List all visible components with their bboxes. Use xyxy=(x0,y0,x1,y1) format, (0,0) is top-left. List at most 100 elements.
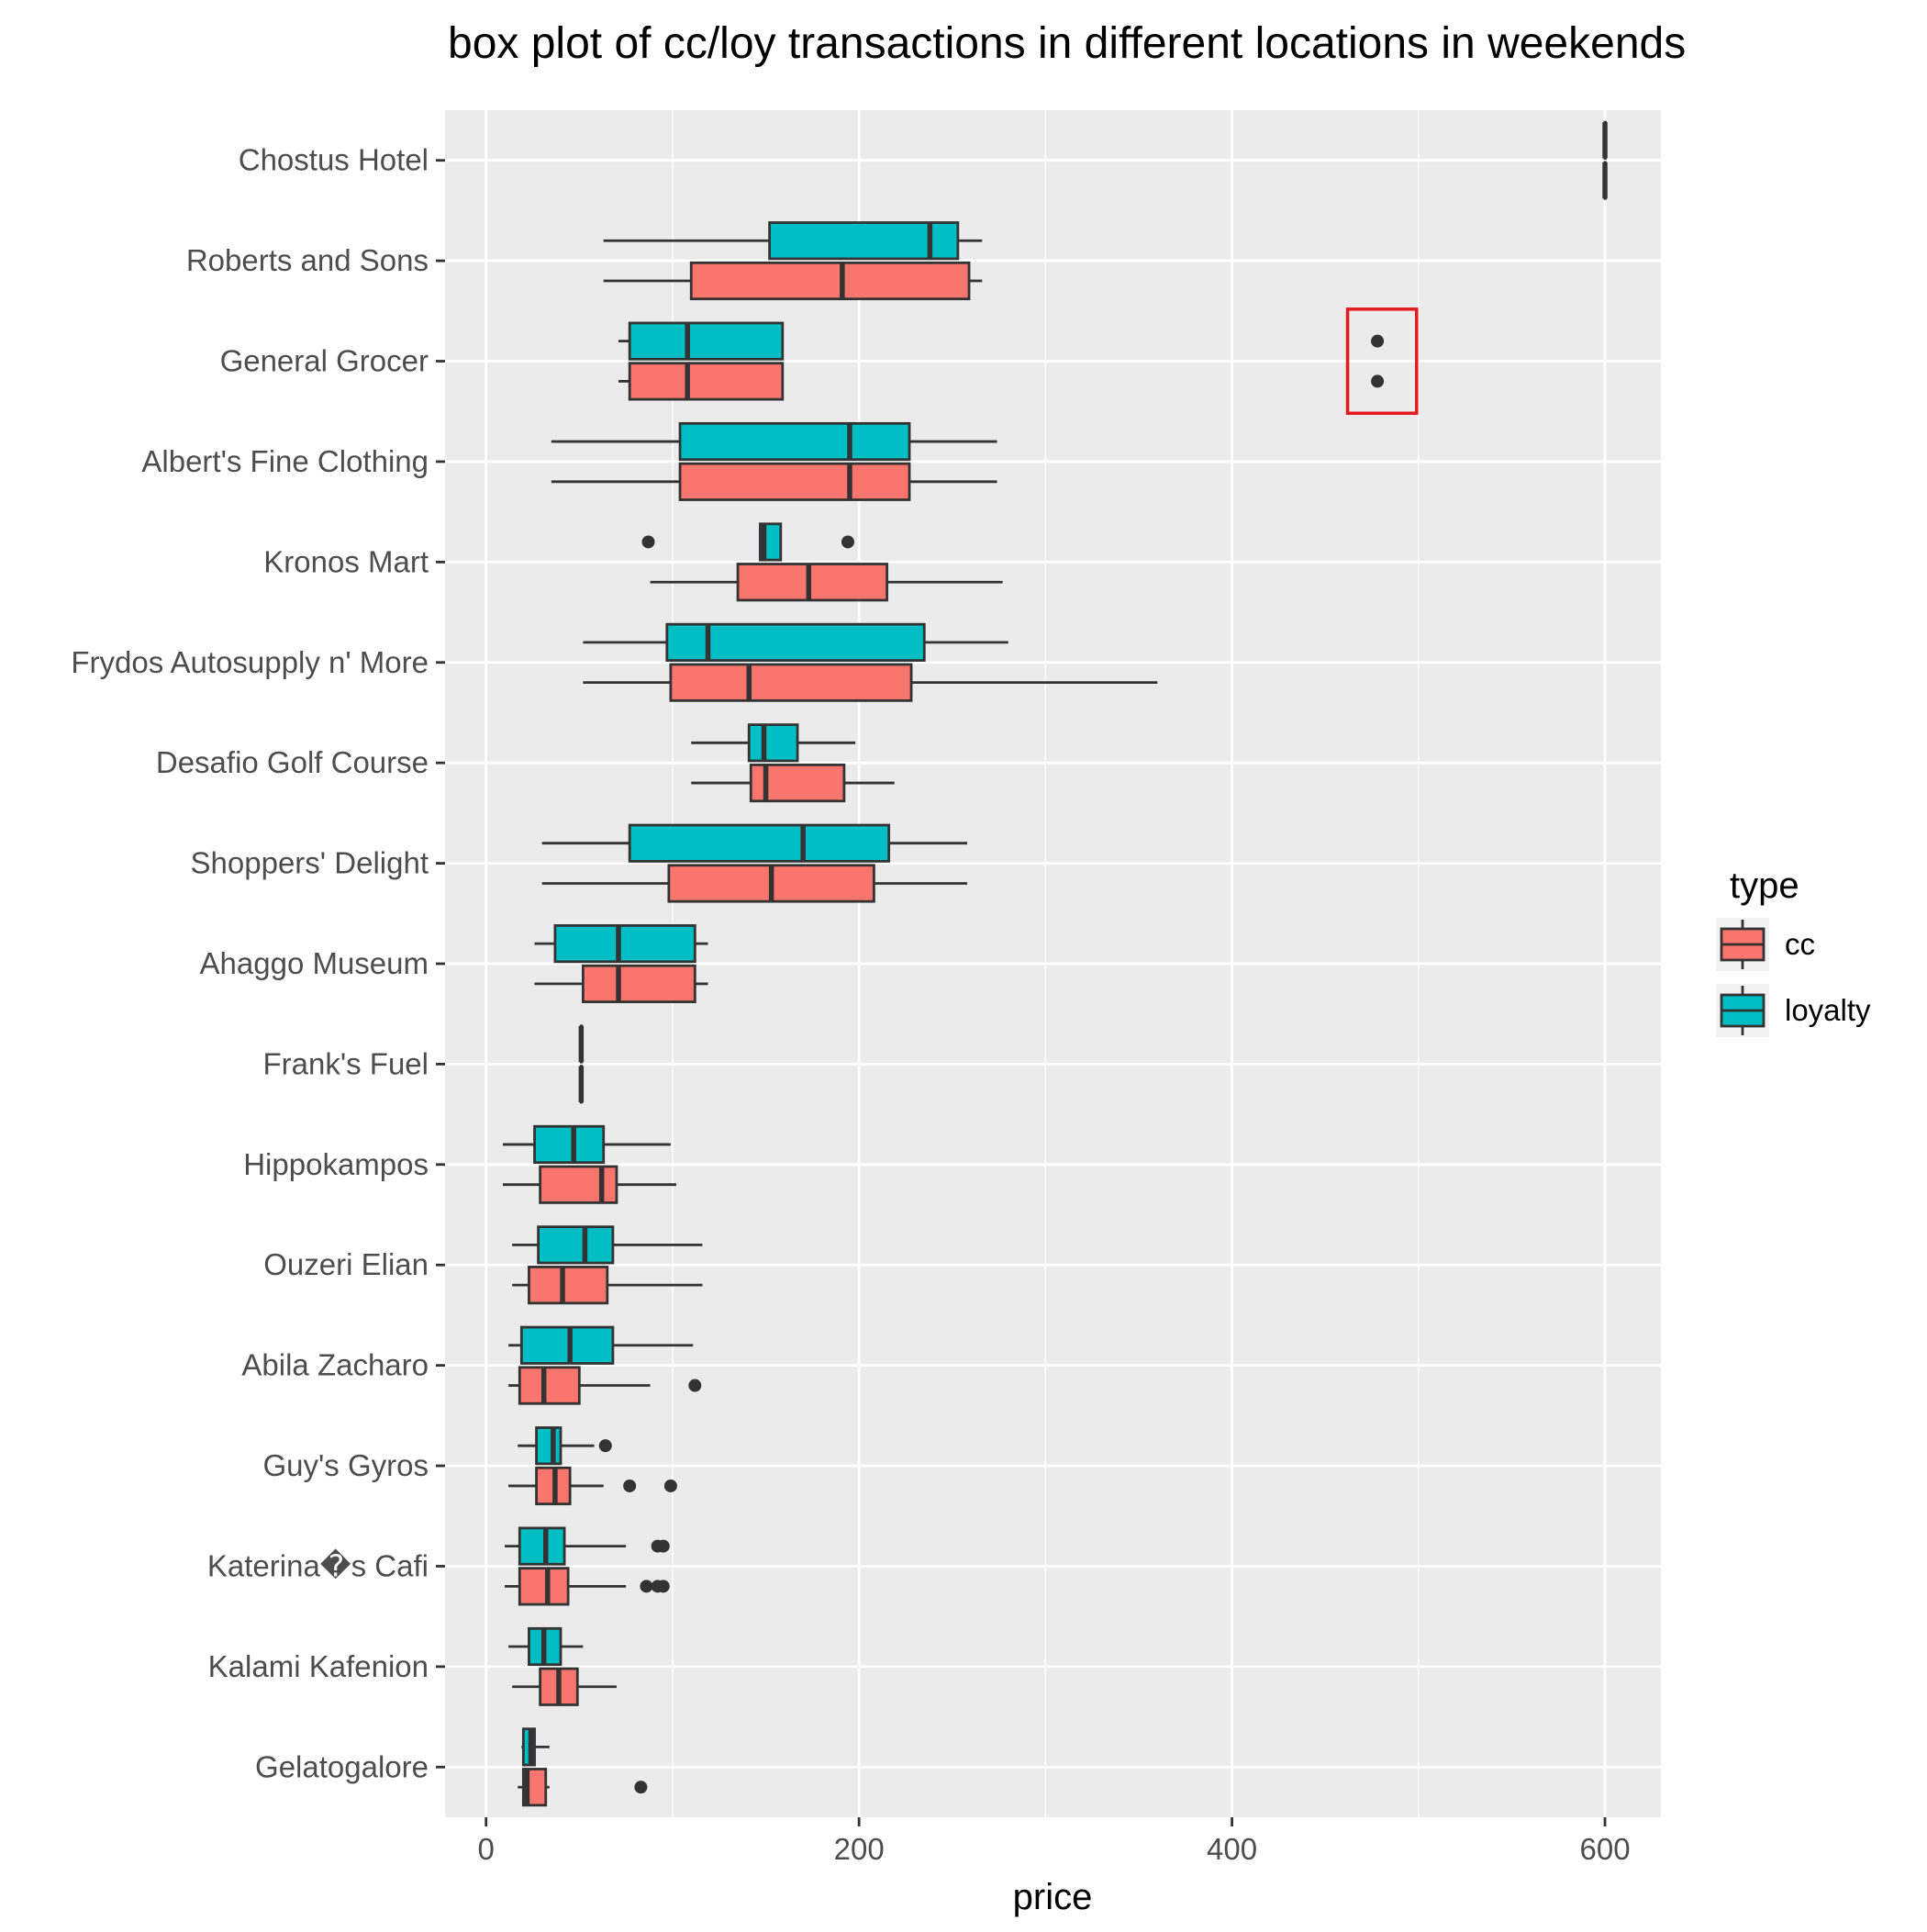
outlier-point xyxy=(656,1580,670,1593)
box-cc xyxy=(505,1567,670,1606)
iqr-box xyxy=(628,823,891,863)
box-loyalty xyxy=(691,723,856,763)
x-axis: 0 200 400 600 xyxy=(478,1817,1631,1866)
box-loyalty xyxy=(1602,120,1608,160)
y-tick-label: Desafio Golf Course xyxy=(156,745,429,779)
box-cc xyxy=(578,1065,585,1104)
y-tick-label: Kalami Kafenion xyxy=(208,1649,429,1683)
box-loyalty xyxy=(603,221,983,261)
legend-title: type xyxy=(1730,865,1799,906)
y-tick-label: Shoppers' Delight xyxy=(191,846,429,880)
iqr-box xyxy=(519,1325,615,1365)
y-tick-label: Frydos Autosupply n' More xyxy=(71,645,429,679)
box-loyalty xyxy=(518,1426,612,1466)
legend-key-cc: cc xyxy=(1716,918,1815,971)
x-axis-title: price xyxy=(1013,1877,1093,1917)
annotations xyxy=(1345,307,1419,415)
outlier-point xyxy=(688,1379,702,1392)
legend-key-loyalty: loyalty xyxy=(1716,984,1871,1037)
iqr-box xyxy=(518,1567,570,1606)
x-tick-label: 400 xyxy=(1207,1832,1257,1866)
iqr-box xyxy=(518,1526,566,1566)
iqr-box xyxy=(537,1225,615,1265)
x-tick-label: 600 xyxy=(1580,1832,1631,1866)
y-tick-label: Kronos Mart xyxy=(263,544,429,578)
y-tick-label: Abila Zacharo xyxy=(241,1348,429,1382)
box-loyalty xyxy=(618,321,1385,361)
y-tick-label: Gelatogalore xyxy=(255,1749,429,1783)
box-cc xyxy=(618,362,1385,401)
outlier-point xyxy=(656,1539,670,1553)
box-cc xyxy=(512,1667,617,1706)
y-tick-label: Frank's Fuel xyxy=(262,1046,429,1080)
box-loyalty xyxy=(505,1526,670,1566)
iqr-box xyxy=(689,261,971,301)
boxplot-marks xyxy=(502,120,1608,1807)
outlier-point xyxy=(640,1580,653,1593)
iqr-box xyxy=(528,1266,609,1305)
y-axis: Chostus Hotel Roberts and Sons General Gro… xyxy=(71,143,445,1783)
outlier-point xyxy=(1371,374,1385,388)
box-loyalty xyxy=(512,1225,703,1265)
box-cc xyxy=(518,1768,648,1807)
box-cc xyxy=(512,1266,703,1305)
outlier-point xyxy=(641,535,655,549)
y-tick-label: Katerina�s Cafi xyxy=(207,1547,429,1582)
iqr-box xyxy=(768,221,960,261)
highlight-rectangle xyxy=(1345,307,1419,415)
outlier-point xyxy=(623,1479,637,1492)
iqr-box xyxy=(539,1165,618,1204)
box-loyalty xyxy=(502,1124,671,1165)
iqr-box xyxy=(669,663,913,702)
x-tick-label: 200 xyxy=(834,1832,885,1866)
outlier-point xyxy=(1371,334,1385,348)
box-cc xyxy=(603,261,983,301)
box-cc xyxy=(650,563,1003,602)
y-tick-label: Albert's Fine Clothing xyxy=(141,444,429,478)
iqr-box xyxy=(553,924,696,964)
iqr-box xyxy=(628,362,785,401)
iqr-box xyxy=(518,1366,581,1405)
iqr-box xyxy=(747,723,799,763)
box-loyalty xyxy=(578,1024,585,1064)
box-loyalty xyxy=(583,622,1008,662)
legend-keys: cc loyalty xyxy=(1716,918,1871,1037)
iqr-box xyxy=(736,563,889,602)
box-cc xyxy=(508,1366,702,1405)
legend-label: loyalty xyxy=(1785,993,1871,1027)
y-tick-label: Ouzeri Elian xyxy=(263,1247,429,1281)
legend-label: cc xyxy=(1785,927,1815,961)
iqr-box xyxy=(678,421,911,462)
iqr-box xyxy=(678,462,911,501)
y-tick-label: Ahaggo Museum xyxy=(200,946,429,980)
box-cc xyxy=(691,763,895,803)
box-cc xyxy=(508,1466,677,1506)
box-cc xyxy=(583,663,1158,702)
y-tick-label: Chostus Hotel xyxy=(239,143,429,177)
y-tick-label: Hippokampos xyxy=(243,1147,429,1181)
outlier-point xyxy=(634,1781,648,1794)
box-loyalty xyxy=(551,421,997,462)
x-tick-label: 0 xyxy=(478,1832,495,1866)
iqr-box xyxy=(533,1124,606,1165)
y-tick-label: Roberts and Sons xyxy=(186,243,429,277)
box-loyalty xyxy=(534,924,708,964)
box-loyalty xyxy=(508,1325,694,1365)
y-tick-label: Guy's Gyros xyxy=(262,1448,429,1482)
outlier-point xyxy=(598,1439,612,1453)
iqr-box xyxy=(628,321,785,361)
outlier-point xyxy=(663,1479,677,1492)
box-loyalty xyxy=(521,1727,550,1767)
box-loyalty xyxy=(541,823,968,863)
box-loyalty xyxy=(641,522,854,562)
box-cc xyxy=(502,1165,676,1204)
outlier-point xyxy=(841,535,854,549)
iqr-box xyxy=(535,1426,563,1466)
y-tick-label: General Grocer xyxy=(220,344,429,378)
box-cc xyxy=(1602,161,1608,200)
chart-title: box plot of cc/loy transactions in diffe… xyxy=(448,19,1686,68)
box-loyalty xyxy=(508,1626,584,1667)
box-cc xyxy=(534,964,708,1003)
